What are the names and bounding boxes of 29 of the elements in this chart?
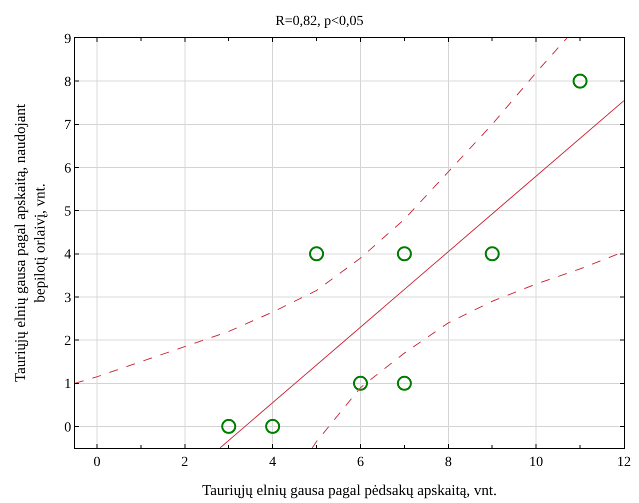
x-tick-label: 2	[181, 454, 188, 470]
point	[484, 246, 500, 262]
x-tick-label: 8	[444, 454, 452, 470]
y-tick-label: 6	[64, 161, 72, 176]
y-tick-label: 5	[64, 204, 72, 220]
y-tick-label: 2	[64, 334, 72, 350]
y-tick-label: 8	[64, 75, 72, 90]
x-tick-label: 12	[617, 454, 631, 470]
x-tick-label: 4	[269, 454, 276, 470]
x-tick-label: 0	[93, 454, 100, 470]
y-axis-title: Tauriųjų elnių gausa pagal apskaitą, naudojant bepilotį orlaivį, vnt.	[12, 103, 48, 382]
x-tick-label: 6	[356, 454, 364, 470]
y-tick-label: 7	[64, 118, 72, 134]
chart-title: R=0,82, p<0,05	[275, 14, 364, 29]
point	[265, 418, 280, 434]
point	[396, 376, 412, 391]
point	[309, 246, 324, 262]
point	[221, 418, 236, 434]
y-tick-label: 1	[64, 377, 72, 392]
y-tick-label: 0	[64, 420, 72, 436]
point	[396, 246, 412, 262]
y-tick-label: 9	[64, 32, 72, 47]
y-tick-label: 3	[64, 290, 72, 306]
x-tick-label: 10	[529, 454, 544, 470]
x-axis-title: Tauriųjų elnių gausa pagal pėdsakų apskaitą, vnt.	[202, 482, 497, 499]
line-series	[75, 38, 568, 384]
point	[352, 376, 368, 391]
y-tick-label: 4	[64, 248, 72, 263]
point	[572, 74, 588, 89]
